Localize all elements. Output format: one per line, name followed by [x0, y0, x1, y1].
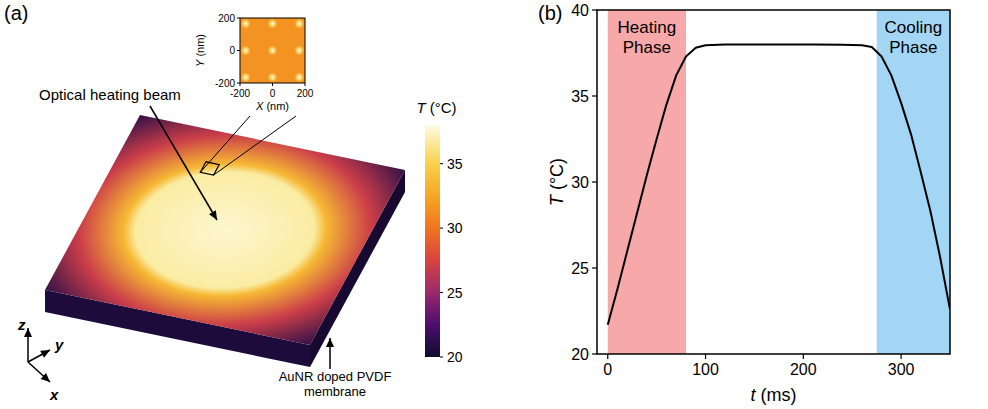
- panel-label: (b): [538, 2, 562, 24]
- axis-glyph-label: z: [17, 316, 26, 333]
- beam-arrow-head: [209, 210, 217, 220]
- tick: [440, 163, 443, 164]
- axis-y: [28, 350, 50, 362]
- annotation-line: AuNR doped PVDF: [279, 369, 392, 384]
- unit: (nm): [194, 34, 206, 60]
- tick: [440, 228, 443, 229]
- tick-label: 40: [571, 2, 589, 19]
- tick-label: 30: [571, 174, 589, 191]
- region-label-line: Heating: [618, 18, 677, 37]
- tick: [272, 83, 273, 86]
- temperature-line: [608, 44, 950, 324]
- inset-background: [240, 18, 305, 83]
- hotspot: [241, 46, 251, 56]
- axis-x-head: [41, 373, 50, 382]
- hotspot: [294, 72, 304, 82]
- tick: [592, 9, 597, 10]
- region-label: HeatingPhase: [618, 18, 677, 57]
- zoom-line: [214, 116, 296, 175]
- tick-label: 20: [447, 349, 463, 365]
- tick-label: 300: [888, 361, 915, 378]
- region-label-line: Phase: [889, 38, 937, 57]
- tick: [705, 354, 706, 359]
- unit: (°C): [426, 99, 457, 116]
- tick-label: 200: [297, 88, 314, 99]
- inset-frame: [240, 18, 305, 83]
- tick-label: 0: [603, 361, 612, 378]
- zoom-line: [200, 116, 250, 172]
- plot-area: [608, 10, 950, 354]
- phase-region: [877, 10, 950, 354]
- region-label-line: Cooling: [885, 18, 943, 37]
- tick: [901, 354, 902, 359]
- tick-label: 20: [571, 346, 589, 363]
- tick: [803, 354, 804, 359]
- axis-title: t (ms): [751, 385, 797, 405]
- tick-label: -200: [230, 88, 250, 99]
- axis-glyph-label: x: [49, 386, 59, 403]
- unit: (ms): [756, 385, 797, 405]
- temperature-field: [45, 115, 405, 345]
- colorbar-title: T (°C): [416, 99, 456, 116]
- tick: [592, 181, 597, 182]
- unit: (nm): [263, 100, 289, 112]
- tick-label: 25: [571, 260, 589, 277]
- hotspot: [294, 19, 304, 29]
- tick: [592, 353, 597, 354]
- tick-label: 35: [447, 156, 463, 172]
- region-label-line: Phase: [623, 38, 671, 57]
- inset-plot: [240, 18, 305, 83]
- membrane-arrow-head: [326, 338, 334, 347]
- panel-b: (b)HeatingPhaseCoolingPhase0100200300202…: [538, 2, 950, 405]
- hotspot: [294, 46, 304, 56]
- tick: [607, 354, 608, 359]
- tick: [440, 292, 443, 293]
- tick-label: 200: [218, 13, 235, 24]
- phase-region: [608, 10, 686, 354]
- tick-label: 30: [447, 220, 463, 236]
- tick-label: 200: [790, 361, 817, 378]
- figure: (a)-2000200-2000200X (nm)Y (nm)Optical h…: [0, 0, 988, 409]
- annotation-line: membrane: [304, 384, 366, 399]
- axis-title: Y (nm): [194, 34, 206, 67]
- inset: -200 0 200 -200 0 200 X (nm) Y (nm): [194, 13, 314, 113]
- annotation: Optical heating beam: [39, 86, 181, 103]
- axis-x: [28, 362, 50, 382]
- panel-a: (a) -200 0 200 -200 0 200 X (nm) Y (nm) Optical h…: [4, 2, 463, 403]
- slab-top: [45, 115, 405, 345]
- hotspot: [241, 19, 251, 29]
- tick: [592, 95, 597, 96]
- axis-title: T (°C): [547, 158, 567, 206]
- tick: [237, 83, 240, 84]
- tick-label: 0: [270, 88, 276, 99]
- axis-y-head: [40, 350, 50, 358]
- tick: [440, 357, 443, 358]
- panel-label: (a): [4, 2, 28, 24]
- tick-label: -200: [215, 78, 235, 89]
- hotspot: [241, 72, 251, 82]
- hotspot: [268, 46, 278, 56]
- colorbar: [425, 125, 440, 357]
- beam-arrow: [150, 106, 217, 220]
- tick: [592, 267, 597, 268]
- axis-glyph-label: y: [54, 336, 64, 353]
- tick: [237, 50, 240, 51]
- tick-label: 0: [229, 45, 235, 56]
- unit: (°C): [547, 158, 567, 195]
- tick-label: 100: [692, 361, 719, 378]
- tick-label: 25: [447, 285, 463, 301]
- tick-label: 35: [571, 88, 589, 105]
- hotspot: [268, 72, 278, 82]
- annotation: AuNR doped PVDFmembrane: [279, 369, 392, 399]
- tick: [237, 18, 240, 19]
- hotspot: [268, 19, 278, 29]
- axis-title: X (nm): [255, 100, 289, 112]
- region-label: CoolingPhase: [885, 18, 943, 57]
- plot-frame: [597, 10, 950, 354]
- tick: [305, 83, 306, 86]
